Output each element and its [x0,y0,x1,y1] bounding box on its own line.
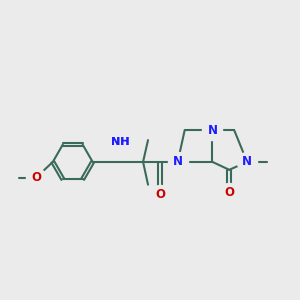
Text: O: O [31,171,41,184]
Text: N: N [207,124,218,137]
Text: NH: NH [111,137,130,147]
Text: N: N [173,155,183,168]
Text: O: O [224,186,234,199]
Text: NH: NH [111,137,130,147]
Text: O: O [155,188,165,201]
Text: N: N [242,155,252,168]
